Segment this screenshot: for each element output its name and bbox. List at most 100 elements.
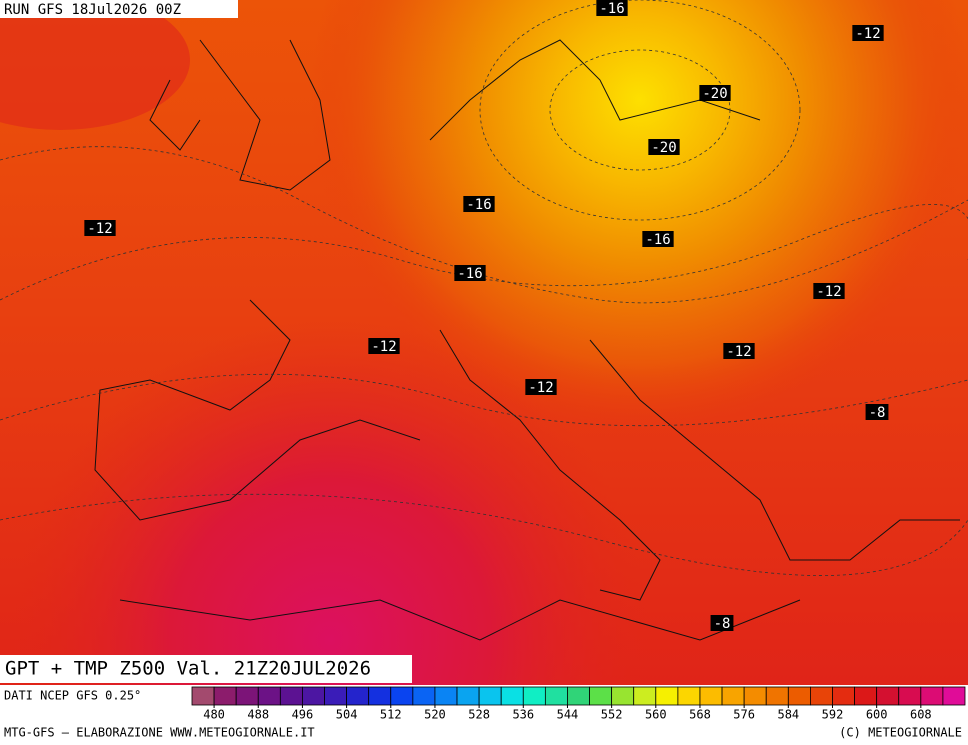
run-label: RUN GFS 18Jul2026 00Z	[4, 2, 181, 18]
isotherm-text: -16	[457, 266, 482, 282]
colorbar-swatch	[235, 686, 259, 706]
colorbar-tick-label: 536	[512, 708, 534, 722]
isotherm-label: -8	[865, 404, 889, 421]
colorbar-swatch	[390, 686, 414, 706]
colorbar-tick-label: 512	[380, 708, 402, 722]
colorbar-swatch	[191, 686, 215, 706]
isotherm-labels: -16 -12 -20 -20 -16 -12 -16 -16 -12 -12 -12 -12 -8 -8	[84, 0, 889, 632]
isotherm-text: -8	[869, 405, 886, 421]
colorbar-swatch	[324, 686, 347, 706]
colorbar-swatch	[633, 686, 657, 706]
map-title: GPT + TMP Z500 Val. 21Z20JUL2026	[5, 658, 371, 680]
colorbar-tick-label: 592	[822, 708, 844, 722]
colorbar-tick-label: 568	[689, 708, 711, 722]
colorbar-swatch	[765, 686, 789, 706]
colorbar-tick-label: 544	[557, 708, 579, 722]
colorbar-swatch	[699, 686, 723, 706]
isotherm-text: -12	[528, 380, 553, 396]
isotherm-label: -16	[454, 265, 486, 282]
colorbar: 480 488 496 504 512 520 528 536 544 552 560 568 576 5…	[191, 686, 966, 722]
colorbar-tick-label: 560	[645, 708, 667, 722]
copyright-label: (C) METEOGIORNALE	[839, 726, 962, 740]
isotherm-label: -12	[852, 25, 884, 42]
colorbar-swatch	[942, 686, 966, 706]
colorbar-tick-label: 488	[247, 708, 269, 722]
isotherm-box	[642, 231, 674, 247]
isotherm-label: -12	[723, 343, 755, 360]
isotherm-box	[723, 343, 755, 359]
isotherm-text: -20	[702, 86, 727, 102]
isotherm-text: -12	[371, 339, 396, 355]
colorbar-tick-label: 520	[424, 708, 446, 722]
isotherm-box	[463, 196, 495, 212]
colorbar-swatch	[589, 686, 613, 706]
colorbar-swatch	[677, 686, 701, 706]
isotherm-label: -12	[525, 379, 557, 396]
colorbar-swatch	[544, 686, 568, 706]
coastlines	[94, 39, 960, 641]
colorbar-swatch	[721, 686, 745, 706]
isotherm-label: -16	[596, 0, 628, 17]
colorbar-swatch	[522, 686, 546, 706]
colorbar-swatch	[787, 686, 811, 706]
colorbar-swatch	[213, 686, 237, 706]
isotherm-text: -12	[816, 284, 841, 300]
colorbar-swatch	[876, 686, 900, 706]
colorbar-tick-label: 496	[292, 708, 314, 722]
title-box	[0, 655, 412, 683]
isotherm-text: -8	[714, 616, 731, 632]
colorbar-swatch	[368, 686, 392, 706]
isotherm-text: -12	[855, 26, 880, 42]
map-background	[0, 0, 968, 685]
colorbar-swatch	[279, 686, 303, 706]
isotherm-text: -12	[726, 344, 751, 360]
run-box	[0, 0, 238, 18]
colorbar-swatch	[500, 686, 524, 706]
colorbar-swatch	[898, 686, 922, 706]
colorbar-tick-label: 584	[777, 708, 799, 722]
colorbar-swatch	[854, 686, 878, 706]
isotherm-label: -16	[463, 196, 495, 213]
isotherm-box	[865, 404, 889, 420]
colorbar-swatch	[832, 686, 855, 706]
source-label: DATI NCEP GFS 0.25°	[4, 689, 141, 703]
isotherm-label: -20	[648, 139, 680, 156]
isotherm-box	[596, 0, 628, 16]
colorbar-swatch	[567, 686, 590, 706]
isoheight-lines	[0, 0, 968, 576]
isotherm-box	[525, 379, 557, 395]
colorbar-swatch	[478, 686, 502, 706]
isotherm-label: -12	[84, 220, 116, 237]
isotherm-label: -12	[368, 338, 400, 355]
isotherm-label: -8	[710, 615, 734, 632]
colorbar-tick-label: 608	[910, 708, 932, 722]
colorbar-swatch	[346, 686, 370, 706]
colorbar-swatch	[302, 686, 325, 706]
isotherm-label: -12	[813, 283, 845, 300]
isotherm-box	[454, 265, 486, 281]
isotherm-box	[84, 220, 116, 236]
colorbar-swatch	[810, 686, 833, 706]
isotherm-box	[813, 283, 845, 299]
isotherm-label: -20	[699, 85, 731, 102]
colorbar-swatch	[412, 686, 436, 706]
colorbar-swatch	[456, 686, 480, 706]
isotherm-box	[368, 338, 400, 354]
colorbar-tick-label: 552	[601, 708, 623, 722]
colorbar-tick-label: 600	[866, 708, 888, 722]
colorbar-tick-label: 576	[733, 708, 755, 722]
colorbar-swatch	[920, 686, 944, 706]
colorbar-tick-label: 480	[203, 708, 225, 722]
colorbar-swatch	[655, 686, 679, 706]
isotherm-box	[710, 615, 734, 631]
isotherm-box	[648, 139, 680, 155]
isotherm-label: -16	[642, 231, 674, 248]
isotherm-text: -16	[599, 1, 624, 17]
isotherm-box	[852, 25, 884, 41]
isotherm-text: -16	[645, 232, 670, 248]
isotherm-text: -12	[87, 221, 112, 237]
colorbar-swatch	[743, 686, 767, 706]
colorbar-swatch	[257, 686, 281, 706]
